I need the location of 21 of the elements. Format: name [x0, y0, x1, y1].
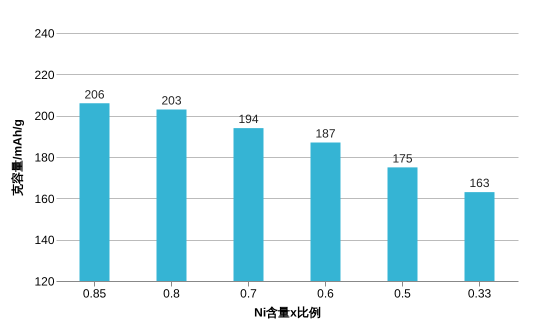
- x-tick-label: 0.6: [317, 286, 334, 300]
- x-tick-label: 0.85: [82, 286, 106, 300]
- data-label: 187: [315, 126, 336, 141]
- y-tick-label: 200: [34, 109, 55, 124]
- data-label: 203: [161, 93, 182, 108]
- x-tick-label: 0.7: [240, 286, 258, 300]
- data-label: 175: [392, 151, 413, 166]
- x-tick-label: 0.8: [163, 286, 180, 300]
- y-tick-label: 140: [34, 233, 55, 248]
- y-tick-label: 220: [34, 68, 55, 82]
- y-tick-label: 120: [34, 274, 55, 288]
- data-label: 206: [84, 87, 105, 102]
- y-tick-label: 180: [34, 150, 55, 164]
- y-axis-title: 克容量/mAh/g: [10, 119, 24, 197]
- y-tick-label: 160: [34, 192, 55, 206]
- x-tick-label: 0.33: [468, 286, 492, 300]
- data-label: 194: [238, 112, 259, 126]
- x-tick-label: 0.5: [394, 286, 412, 300]
- y-tick-label: 240: [34, 26, 55, 40]
- x-axis-title: Ni含量x比例: [254, 306, 321, 320]
- data-label: 163: [469, 176, 490, 190]
